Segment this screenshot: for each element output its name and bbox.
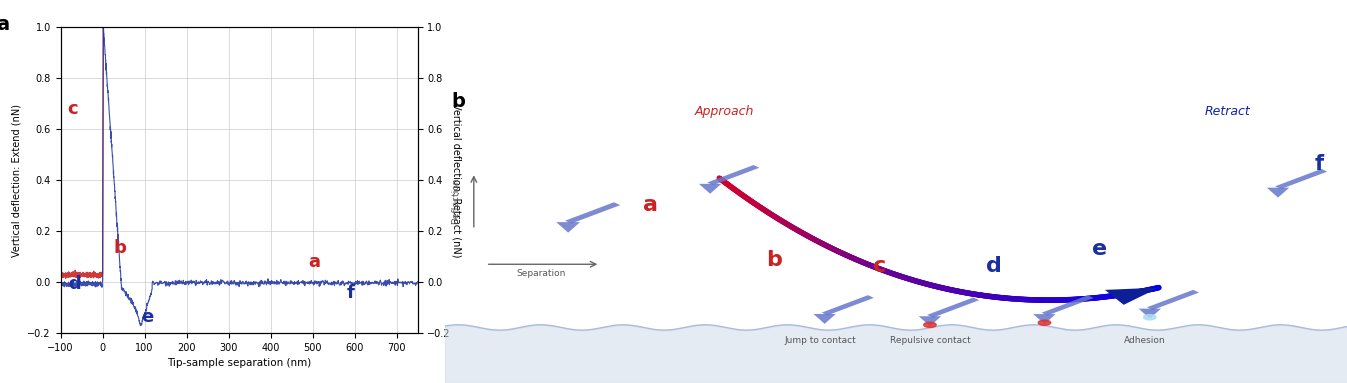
Circle shape: [924, 322, 936, 327]
Text: e: e: [1092, 239, 1107, 259]
Text: Jump to contact: Jump to contact: [784, 336, 855, 345]
Polygon shape: [814, 314, 836, 324]
Text: d: d: [986, 256, 1002, 276]
Polygon shape: [1266, 188, 1289, 198]
Text: Separation: Separation: [516, 269, 566, 278]
Circle shape: [1144, 315, 1156, 320]
Polygon shape: [1138, 309, 1161, 319]
Text: f: f: [346, 284, 354, 302]
Polygon shape: [927, 298, 979, 318]
Text: c: c: [873, 256, 886, 276]
Text: a: a: [308, 253, 321, 271]
Polygon shape: [822, 295, 874, 315]
Polygon shape: [699, 184, 722, 194]
Y-axis label: Vertical deflection: Retract (nN): Vertical deflection: Retract (nN): [451, 103, 462, 257]
Polygon shape: [1041, 295, 1094, 316]
Text: e: e: [141, 308, 154, 326]
Text: b: b: [113, 239, 127, 257]
Polygon shape: [919, 316, 942, 326]
Text: d: d: [69, 275, 81, 293]
X-axis label: Tip-sample separation (nm): Tip-sample separation (nm): [167, 358, 311, 368]
Polygon shape: [707, 165, 760, 185]
Text: b: b: [766, 250, 783, 270]
Text: Approach: Approach: [694, 105, 753, 118]
Y-axis label: Vertical deflection: Extend (nN): Vertical deflection: Extend (nN): [12, 103, 22, 257]
Polygon shape: [1276, 169, 1327, 189]
Text: Deflection: Deflection: [451, 178, 461, 224]
Text: f: f: [1315, 154, 1324, 174]
Polygon shape: [556, 222, 581, 232]
Text: b: b: [451, 92, 466, 111]
Polygon shape: [1033, 314, 1056, 324]
Polygon shape: [566, 202, 620, 224]
Text: c: c: [67, 100, 78, 118]
Text: Retract: Retract: [1204, 105, 1250, 118]
Text: a: a: [0, 15, 9, 34]
Circle shape: [1039, 320, 1051, 325]
Text: Adhesion: Adhesion: [1125, 336, 1167, 345]
Polygon shape: [1146, 290, 1199, 310]
Polygon shape: [1105, 288, 1158, 305]
Text: Repulsive contact: Repulsive contact: [889, 336, 970, 345]
Text: a: a: [643, 195, 659, 214]
